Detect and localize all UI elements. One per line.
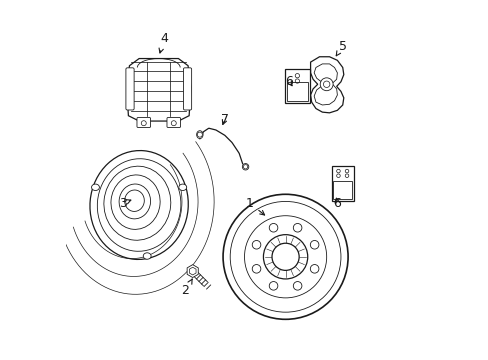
Ellipse shape [91,184,99,190]
Polygon shape [126,59,190,121]
Circle shape [271,243,299,270]
Text: 2: 2 [181,279,192,297]
FancyBboxPatch shape [183,68,191,110]
Ellipse shape [143,253,151,259]
Circle shape [310,240,318,249]
Circle shape [320,78,332,91]
Ellipse shape [242,163,248,170]
Bar [286,82,307,100]
Circle shape [345,169,348,173]
Circle shape [269,224,277,232]
Text: 3: 3 [119,197,131,210]
Circle shape [252,265,260,273]
Bar [285,69,309,103]
Bar [332,181,352,199]
Text: 6: 6 [333,197,341,210]
Text: 1: 1 [245,197,264,215]
Circle shape [310,265,318,273]
Polygon shape [187,265,198,278]
Circle shape [252,240,260,249]
Polygon shape [310,57,343,113]
Circle shape [223,194,347,319]
Text: 4: 4 [159,32,168,53]
Text: 7: 7 [221,113,228,126]
Text: 6: 6 [285,75,292,88]
Circle shape [336,174,340,177]
Circle shape [336,169,340,173]
Circle shape [345,174,348,177]
Ellipse shape [124,190,144,211]
Ellipse shape [179,184,186,190]
Circle shape [141,121,146,126]
FancyBboxPatch shape [137,117,150,127]
Circle shape [263,235,307,279]
Text: 5: 5 [336,40,346,56]
Bar [331,166,353,202]
Circle shape [293,224,301,232]
FancyBboxPatch shape [166,117,180,127]
Circle shape [269,282,277,290]
Ellipse shape [90,150,188,260]
FancyBboxPatch shape [125,68,134,110]
Circle shape [293,282,301,290]
Circle shape [171,121,176,126]
Ellipse shape [196,131,203,139]
